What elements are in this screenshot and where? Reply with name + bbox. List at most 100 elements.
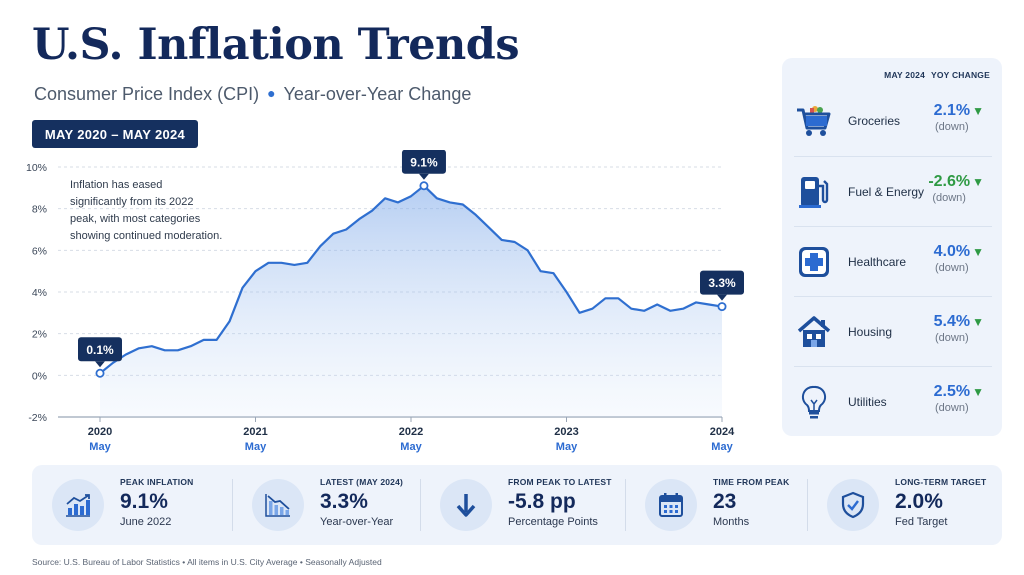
stat-time-from-peak: TIME FROM PEAK 23 Months (625, 465, 807, 545)
stat-label: LATEST (MAY 2024) (320, 477, 404, 487)
svg-text:3.3%: 3.3% (708, 276, 736, 290)
arrow-down-icon (440, 479, 492, 531)
house-icon (794, 312, 834, 352)
category-value-block: 4.0% ▼ (down) (934, 243, 984, 274)
x-tick-year: 2023 (554, 426, 578, 438)
subtitle-cpi: Consumer Price Index (CPI) (34, 84, 260, 104)
x-tick-month: May (711, 441, 733, 453)
stat-latest: LATEST (MAY 2024) 3.3% Year-over-Year (232, 465, 420, 545)
down-arrow-icon: ▼ (972, 175, 984, 189)
medical-cross-icon (794, 242, 834, 282)
y-tick-label: 6% (32, 245, 47, 257)
lightbulb-icon (794, 382, 834, 422)
category-name: Groceries (848, 114, 901, 128)
cpi-area-fill (100, 185, 722, 417)
category-value-block: 5.4% ▼ (down) (934, 313, 984, 344)
stat-divider (420, 479, 421, 531)
stat-divider (232, 479, 233, 531)
shopping-cart-icon (794, 101, 834, 141)
stat-value: -5.8 pp (508, 490, 576, 513)
stat-label: LONG-TERM TARGET (895, 477, 987, 487)
stat-text: PEAK INFLATION 9.1% June 2022 (120, 477, 193, 528)
subtitle-yoy: Year-over-Year Change (283, 84, 472, 104)
y-tick-label: -2% (28, 412, 47, 424)
x-tick-year: 2021 (243, 426, 267, 438)
category-value: 4.0% (933, 243, 971, 260)
category-value-block: -2.6% ▼ (down) (928, 173, 984, 204)
category-value: -2.6% (928, 173, 971, 190)
x-tick-year: 2020 (88, 426, 112, 438)
category-row-utilities: Utilities 2.5% ▼ (down) (794, 366, 992, 436)
y-tick-label: 10% (26, 162, 47, 174)
down-arrow-icon: ▼ (972, 315, 984, 329)
svg-text:9.1%: 9.1% (410, 155, 438, 169)
stat-long-term-target: LONG-TERM TARGET 2.0% Fed Target (807, 465, 1002, 545)
y-tick-label: 8% (32, 204, 47, 216)
stat-sub: Percentage Points (508, 516, 598, 528)
callout-point (717, 302, 727, 312)
panel-header: MAY 2024 YOY CHANGE (878, 70, 990, 80)
cpi-series-line (99, 184, 723, 375)
chart-callouts: 0.1% 9.1% 3.3% (78, 150, 744, 378)
stat-peak-inflation: PEAK INFLATION 9.1% June 2022 (32, 465, 232, 545)
category-direction: (down) (935, 262, 969, 274)
category-direction: (down) (935, 121, 969, 133)
x-axis-ticks: 2020 May 2021 May 2022 May 2023 May 2024 May (88, 417, 735, 453)
callout-label: 9.1% (401, 150, 446, 191)
stat-value: 2.0% (895, 490, 943, 513)
x-tick-year: 2022 (399, 426, 423, 438)
annotation-line: showing continued moderation. (70, 230, 222, 242)
stat-label: PEAK INFLATION (120, 477, 194, 487)
y-axis-ticks: -2% 0% 2% 4% 6% 8% 10% (26, 162, 47, 424)
category-direction: (down) (932, 192, 966, 204)
x-tick-month: May (89, 441, 111, 453)
chart-down-icon (252, 479, 304, 531)
calendar-icon (645, 479, 697, 531)
summary-stats-bar: PEAK INFLATION 9.1% June 2022 LATEST (MA… (32, 465, 1002, 545)
x-tick-month: May (400, 441, 422, 453)
inflation-line-chart: -2% 0% 2% 4% 6% 8% 10% 2020 May 2021 May 2022 May 20… (26, 150, 744, 453)
stat-sub: Fed Target (895, 516, 948, 528)
category-panel: MAY 2024 YOY CHANGE Groceries 2.1% ▼ (down… (782, 58, 1002, 436)
down-arrow-icon: ▼ (972, 104, 984, 118)
panel-metric: YOY CHANGE (931, 70, 990, 80)
category-direction: (down) (935, 332, 969, 344)
page-subtitle: Consumer Price Index (CPI) ● Year-over-Yea… (34, 84, 471, 105)
category-name: Utilities (848, 394, 887, 409)
category-row-healthcare: Healthcare 4.0% ▼ (down) (794, 226, 992, 296)
stat-label: TIME FROM PEAK (713, 477, 790, 487)
stat-sub: Months (713, 516, 750, 528)
category-name: Housing (848, 324, 893, 339)
stat-value: 9.1% (120, 490, 168, 513)
stat-text: LATEST (MAY 2024) 3.3% Year-over-Year (320, 477, 403, 528)
category-row-groceries: Groceries 2.1% ▼ (down) (794, 86, 992, 156)
chart-annotation: Inflation has eased significantly from i… (70, 179, 222, 242)
y-tick-label: 4% (32, 287, 47, 299)
fuel-pump-icon (794, 172, 834, 212)
page-title: U.S. Inflation Trends (32, 20, 520, 70)
shield-check-icon (827, 479, 879, 531)
stat-divider (625, 479, 626, 531)
stat-peak-to-latest: FROM PEAK TO LATEST -5.8 pp Percentage P… (420, 465, 625, 545)
category-value: 5.4% (933, 313, 971, 330)
panel-period: MAY 2024 (884, 70, 925, 80)
callout-label: 3.3% (700, 270, 744, 312)
y-tick-label: 2% (32, 329, 47, 341)
stat-label: FROM PEAK TO LATEST (508, 477, 612, 487)
callout-label: 0.1% (78, 337, 122, 378)
annotation-line: Inflation has eased (70, 179, 162, 191)
category-row-housing: Housing 5.4% ▼ (down) (794, 296, 992, 366)
category-value-block: 2.1% ▼ (down) (934, 102, 984, 133)
stat-text: LONG-TERM TARGET 2.0% Fed Target (895, 477, 986, 528)
bullet-dot-icon: ● (267, 85, 276, 101)
svg-text:0.1%: 0.1% (86, 343, 114, 357)
stat-sub: June 2022 (120, 516, 172, 528)
stat-text: TIME FROM PEAK 23 Months (713, 477, 789, 528)
stat-text: FROM PEAK TO LATEST -5.8 pp Percentage P… (508, 477, 612, 528)
annotation-line: peak, with most categories (70, 213, 201, 225)
x-tick-year: 2024 (710, 426, 735, 438)
category-value-block: 2.5% ▼ (down) (934, 383, 984, 414)
y-tick-label: 0% (32, 370, 47, 382)
stat-value: 3.3% (320, 490, 368, 513)
down-arrow-icon: ▼ (972, 385, 984, 399)
